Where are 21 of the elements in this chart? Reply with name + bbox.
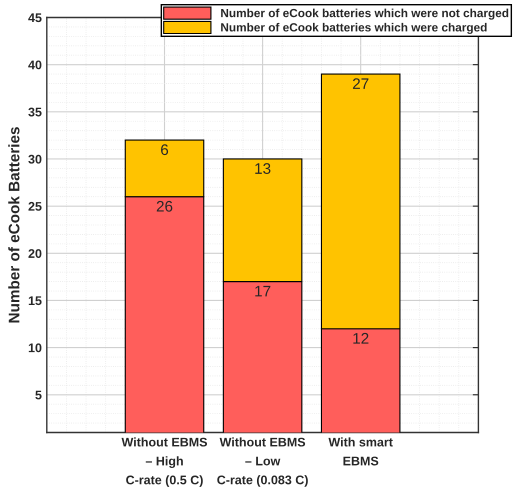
y-tick-label: 10: [28, 343, 42, 352]
y-tick-label: 15: [28, 296, 42, 306]
y-axis-title: Number of eCook Batteries: [8, 127, 20, 322]
data-label: 17: [255, 286, 270, 296]
y-tick-label: 40: [28, 60, 42, 70]
x-tick-label: Without EBMS – Low C-rate (0.083 C): [217, 437, 308, 487]
y-tick-label: 5: [35, 390, 42, 400]
legend-label: Number of eCook batteries which were not charged: [221, 8, 508, 20]
y-tick-label: 35: [28, 108, 42, 116]
y-tick-label: 45: [28, 13, 42, 22]
y-tick-label: 20: [28, 249, 42, 258]
legend-label: Number of eCook batteries which were charged: [221, 22, 487, 34]
y-tick-label: 25: [28, 202, 42, 211]
data-label: 6: [161, 144, 168, 156]
data-label: 12: [353, 332, 368, 344]
x-tick-label: With smart EBMS: [328, 437, 393, 466]
data-label: 13: [255, 163, 270, 174]
data-label: 26: [156, 200, 172, 212]
data-label: 27: [352, 78, 368, 89]
x-tick-label: Without EBMS – High C-rate (0.5 C): [122, 437, 208, 487]
y-tick-label: 30: [28, 154, 42, 164]
